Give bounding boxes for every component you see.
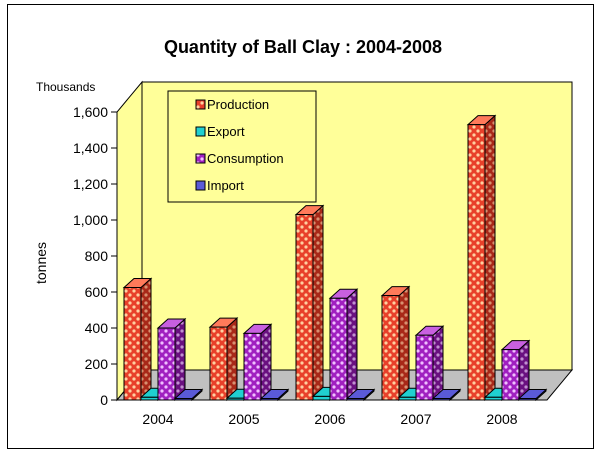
legend: Production Export Consumption Import [167,90,317,203]
x-tick-label: 2005 [228,411,259,427]
bar-side [312,204,324,402]
x-tick-label: 2004 [142,411,173,427]
bar-import-2007 [431,388,462,402]
bar-series [122,114,548,402]
bar-front [295,214,314,401]
bar-side [174,317,186,402]
x-tick-label: 2008 [486,411,517,427]
y-tick-label: 1,400 [73,140,108,156]
chart-frame: Quantity of Ball Clay : 2004-2008 Thousa… [7,4,594,449]
bar-front [312,395,331,401]
y-tick-label: 0 [100,392,108,408]
bar-front [467,124,486,401]
y-axis-unit: Thousands [36,80,95,94]
x-tick-label: 2007 [400,411,431,427]
legend-label-export: Export [207,124,245,139]
bar-front [174,398,193,401]
bar-front [226,397,245,401]
bar-front [484,396,503,401]
bar-consumption-2007 [414,325,445,402]
bar-front [415,334,434,401]
legend-swatch-import [195,180,206,191]
bar-front [140,396,159,401]
chart-title: Quantity of Ball Clay : 2004-2008 [164,37,442,57]
x-axis: 2004 2005 2006 2007 2008 [142,411,517,427]
bar-import-2004 [173,388,204,402]
bar-production-2007 [380,285,411,402]
y-tick-label: 800 [85,248,109,264]
bar-front [398,396,417,401]
bar-consumption-2008 [500,339,531,402]
bar-production-2006 [294,204,325,402]
legend-label-import: Import [207,178,244,193]
bar-front [243,332,262,401]
bar-production-2005 [208,316,239,402]
y-tick-label: 1,200 [73,176,108,192]
y-axis-label: tonnes [33,242,49,284]
legend-box [167,90,317,203]
y-tick-label: 400 [85,320,109,336]
bar-front [329,297,348,401]
bar-side [398,285,410,402]
bar-import-2005 [259,388,290,402]
legend-swatch-export [195,126,206,137]
bar-front [209,326,228,401]
bar-side [432,325,444,402]
bar-front [157,327,176,401]
bar-side [140,277,152,402]
bar-import-2008 [517,388,548,402]
y-axis: 0 200 400 600 800 1,000 1,200 1,400 1,600 [73,104,118,408]
bar-front [432,398,451,401]
bar-front [518,398,537,401]
bar-side [226,316,238,402]
x-tick-label: 2006 [314,411,345,427]
bar-production-2008 [466,114,497,402]
bar-front [381,295,400,401]
bar-front [260,398,279,401]
bar-front [501,349,520,401]
y-tick-label: 600 [85,284,109,300]
bar-front [346,398,365,401]
bar-production-2004 [122,277,153,402]
bar-consumption-2004 [156,317,187,402]
legend-label-consumption: Consumption [207,151,284,166]
bar-side [260,323,272,402]
legend-label-production: Production [207,97,269,112]
bar-consumption-2006 [328,288,359,402]
bar-import-2006 [345,388,376,402]
y-tick-label: 1,600 [73,104,108,120]
legend-swatch-production [195,99,206,110]
bar-chart: Quantity of Ball Clay : 2004-2008 Thousa… [33,37,574,427]
y-tick-label: 1,000 [73,212,108,228]
bar-front [123,287,142,401]
legend-swatch-consumption [195,153,206,164]
bar-consumption-2005 [242,323,273,402]
bar-side [346,288,358,402]
bar-side [484,114,496,402]
y-tick-label: 200 [85,356,109,372]
